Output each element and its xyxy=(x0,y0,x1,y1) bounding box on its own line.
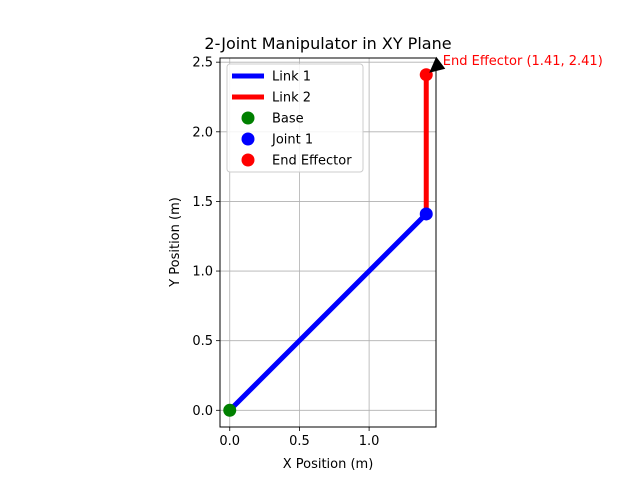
plot-frame xyxy=(219,57,437,428)
axis-ticks: 0.0 0.5 1.0 0.0 0.5 1.0 1.5 2.0 2.5 xyxy=(192,56,379,449)
x-tick-label: 0.0 xyxy=(219,434,240,449)
chart-title: 2-Joint Manipulator in XY Plane xyxy=(204,34,451,53)
legend-label: Link 2 xyxy=(272,91,311,106)
y-tick-label: 0.0 xyxy=(192,404,213,419)
legend-label: Joint 1 xyxy=(271,133,313,148)
legend-swatch-marker xyxy=(241,132,255,146)
x-tick-label: 1.0 xyxy=(359,434,380,449)
marker-base xyxy=(223,403,237,417)
legend-label: End Effector xyxy=(272,154,352,169)
annotation: End Effector (1.41, 2.41) xyxy=(429,54,603,73)
annotation-label: End Effector (1.41, 2.41) xyxy=(443,54,603,69)
annotation-arrow xyxy=(429,56,446,73)
legend: Link 1 Link 2 Base Joint 1 End Effector xyxy=(226,63,364,173)
y-tick-label: 0.5 xyxy=(192,334,213,349)
legend-label: Link 1 xyxy=(272,70,311,85)
y-tick-label: 2.5 xyxy=(192,56,213,71)
x-tick-label: 0.5 xyxy=(289,434,310,449)
y-tick-label: 1.5 xyxy=(192,195,213,210)
marker-joint-1 xyxy=(419,207,433,221)
y-axis-title: Y Position (m) xyxy=(168,197,183,288)
legend-swatch-marker xyxy=(241,153,255,167)
marker-end-effector xyxy=(419,68,433,82)
plot-series xyxy=(223,68,433,417)
legend-label: Base xyxy=(272,112,304,127)
x-axis-title: X Position (m) xyxy=(283,457,374,472)
legend-box xyxy=(226,63,364,173)
y-tick-label: 2.0 xyxy=(192,125,213,140)
y-tick-label: 1.0 xyxy=(192,265,213,280)
series-link-1 xyxy=(227,212,429,413)
legend-swatch-marker xyxy=(241,111,255,125)
